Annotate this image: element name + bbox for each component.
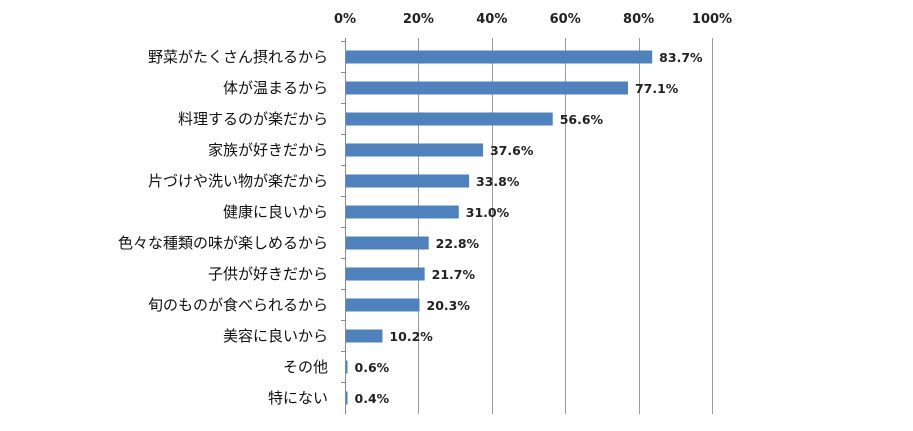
x-tick-label: 100% bbox=[692, 12, 732, 27]
category-label: 体が温まるから bbox=[223, 79, 328, 97]
category-label: 子供が好きだから bbox=[208, 265, 328, 283]
bar bbox=[346, 205, 459, 219]
data-label: 31.0% bbox=[466, 205, 510, 220]
bar bbox=[346, 50, 653, 64]
data-label: 0.6% bbox=[355, 360, 390, 375]
bar bbox=[346, 360, 348, 374]
bar bbox=[346, 391, 348, 405]
category-label: 特にない bbox=[268, 389, 328, 407]
data-label: 10.2% bbox=[389, 329, 433, 344]
category-label: 料理するのが楽だから bbox=[178, 110, 328, 128]
x-tick-label: 20% bbox=[403, 12, 434, 27]
data-label: 83.7% bbox=[659, 50, 703, 65]
bar bbox=[346, 81, 628, 95]
data-label: 37.6% bbox=[490, 143, 534, 158]
bar bbox=[346, 329, 383, 343]
x-tick-label: 40% bbox=[476, 12, 507, 27]
data-labels: 83.7% 77.1% 56.6% 37.6% 33.8% 31.0% 22.8% 21.7%… bbox=[355, 50, 704, 406]
category-label: 野菜がたくさん摂れるから bbox=[148, 48, 328, 66]
category-label: その他 bbox=[283, 358, 328, 376]
bar bbox=[346, 236, 429, 250]
bar bbox=[346, 267, 425, 281]
bars bbox=[346, 50, 653, 405]
data-label: 22.8% bbox=[436, 236, 480, 251]
grid-lines bbox=[418, 38, 713, 414]
category-label: 旬のものが食べられるから bbox=[148, 296, 328, 314]
category-label: 片づけや洗い物が楽だから bbox=[148, 172, 328, 190]
bar bbox=[346, 174, 470, 188]
data-label: 0.4% bbox=[355, 391, 390, 406]
x-tick-label: 80% bbox=[623, 12, 654, 27]
category-label: 色々な種類の味が楽しめるから bbox=[118, 234, 328, 252]
category-labels: 野菜がたくさん摂れるから体が温まるから料理するのが楽だから家族が好きだから片づけ… bbox=[118, 41, 345, 407]
category-label: 健康に良いから bbox=[223, 203, 328, 221]
bar bbox=[346, 298, 420, 312]
data-label: 56.6% bbox=[560, 112, 604, 127]
data-label: 77.1% bbox=[635, 81, 679, 96]
bar bbox=[346, 143, 483, 157]
data-label: 33.8% bbox=[476, 174, 520, 189]
x-tick-label: 60% bbox=[550, 12, 581, 27]
data-label: 20.3% bbox=[427, 298, 471, 313]
category-label: 美容に良いから bbox=[223, 327, 328, 345]
x-axis-ticks: 0% 20% 40% 60% 80% 100% bbox=[334, 12, 732, 27]
bar bbox=[346, 112, 553, 126]
data-label: 21.7% bbox=[432, 267, 476, 282]
category-label: 家族が好きだから bbox=[208, 141, 328, 159]
x-tick-label: 0% bbox=[334, 12, 356, 27]
